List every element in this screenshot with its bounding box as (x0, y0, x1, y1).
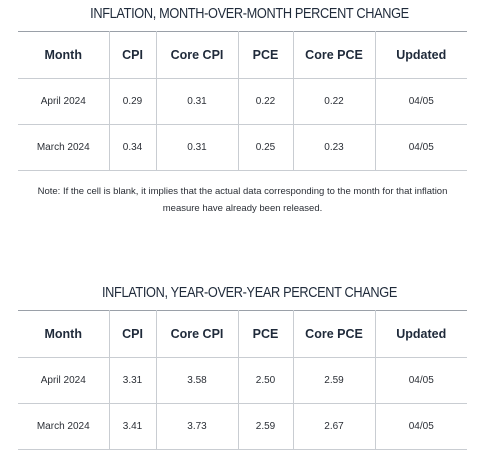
header-core-cpi: Core CPI (155, 31, 239, 79)
cell-month: April 2024 (18, 78, 110, 125)
cell-cpi: 0.34 (108, 124, 157, 171)
cell-updated: 04/05 (374, 124, 467, 171)
cell-cpi: 3.31 (108, 357, 157, 404)
cell-core-pce: 0.23 (292, 124, 376, 171)
header-pce: PCE (237, 310, 294, 358)
header-month: Month (18, 310, 110, 358)
mom-table-title: INFLATION, MONTH-OVER-MONTH PERCENT CHAN… (90, 6, 409, 22)
cell-pce: 0.22 (237, 78, 294, 125)
cell-month: March 2024 (18, 124, 110, 171)
cell-cpi: 3.41 (108, 403, 157, 450)
table-header-row: Month CPI Core CPI PCE Core PCE Updated (18, 31, 467, 79)
cell-pce: 2.50 (237, 357, 294, 404)
mom-inflation-table: Month CPI Core CPI PCE Core PCE Updated … (18, 31, 467, 171)
cell-updated: 04/05 (374, 357, 467, 404)
header-core-pce: Core PCE (292, 310, 376, 358)
cell-core-pce: 2.67 (292, 403, 376, 450)
yoy-inflation-table: Month CPI Core CPI PCE Core PCE Updated … (18, 310, 467, 450)
table-row: April 2024 0.29 0.31 0.22 0.22 04/05 (18, 78, 467, 125)
blank-cell-note: Note: If the cell is blank, it implies t… (37, 186, 448, 214)
cell-core-pce: 0.22 (292, 78, 376, 125)
table-header-row: Month CPI Core CPI PCE Core PCE Updated (18, 310, 467, 358)
cell-core-cpi: 3.58 (155, 357, 239, 404)
header-updated: Updated (374, 310, 467, 358)
header-updated: Updated (374, 31, 467, 79)
cell-core-cpi: 3.73 (155, 403, 239, 450)
header-month: Month (18, 31, 110, 79)
cell-updated: 04/05 (374, 78, 467, 125)
table-row: March 2024 3.41 3.73 2.59 2.67 04/05 (18, 403, 467, 450)
cell-cpi: 0.29 (108, 78, 157, 125)
header-cpi: CPI (108, 31, 157, 79)
cell-pce: 2.59 (237, 403, 294, 450)
table-row: April 2024 3.31 3.58 2.50 2.59 04/05 (18, 357, 467, 404)
header-core-cpi: Core CPI (155, 310, 239, 358)
cell-core-cpi: 0.31 (155, 124, 239, 171)
table-row: March 2024 0.34 0.31 0.25 0.23 04/05 (18, 124, 467, 171)
cell-core-cpi: 0.31 (155, 78, 239, 125)
header-cpi: CPI (108, 310, 157, 358)
header-core-pce: Core PCE (292, 31, 376, 79)
cell-core-pce: 2.59 (292, 357, 376, 404)
cell-month: April 2024 (18, 357, 110, 404)
cell-month: March 2024 (18, 403, 110, 450)
header-pce: PCE (237, 31, 294, 79)
cell-updated: 04/05 (374, 403, 467, 450)
cell-pce: 0.25 (237, 124, 294, 171)
yoy-table-title: INFLATION, YEAR-OVER-YEAR PERCENT CHANGE (101, 285, 398, 301)
